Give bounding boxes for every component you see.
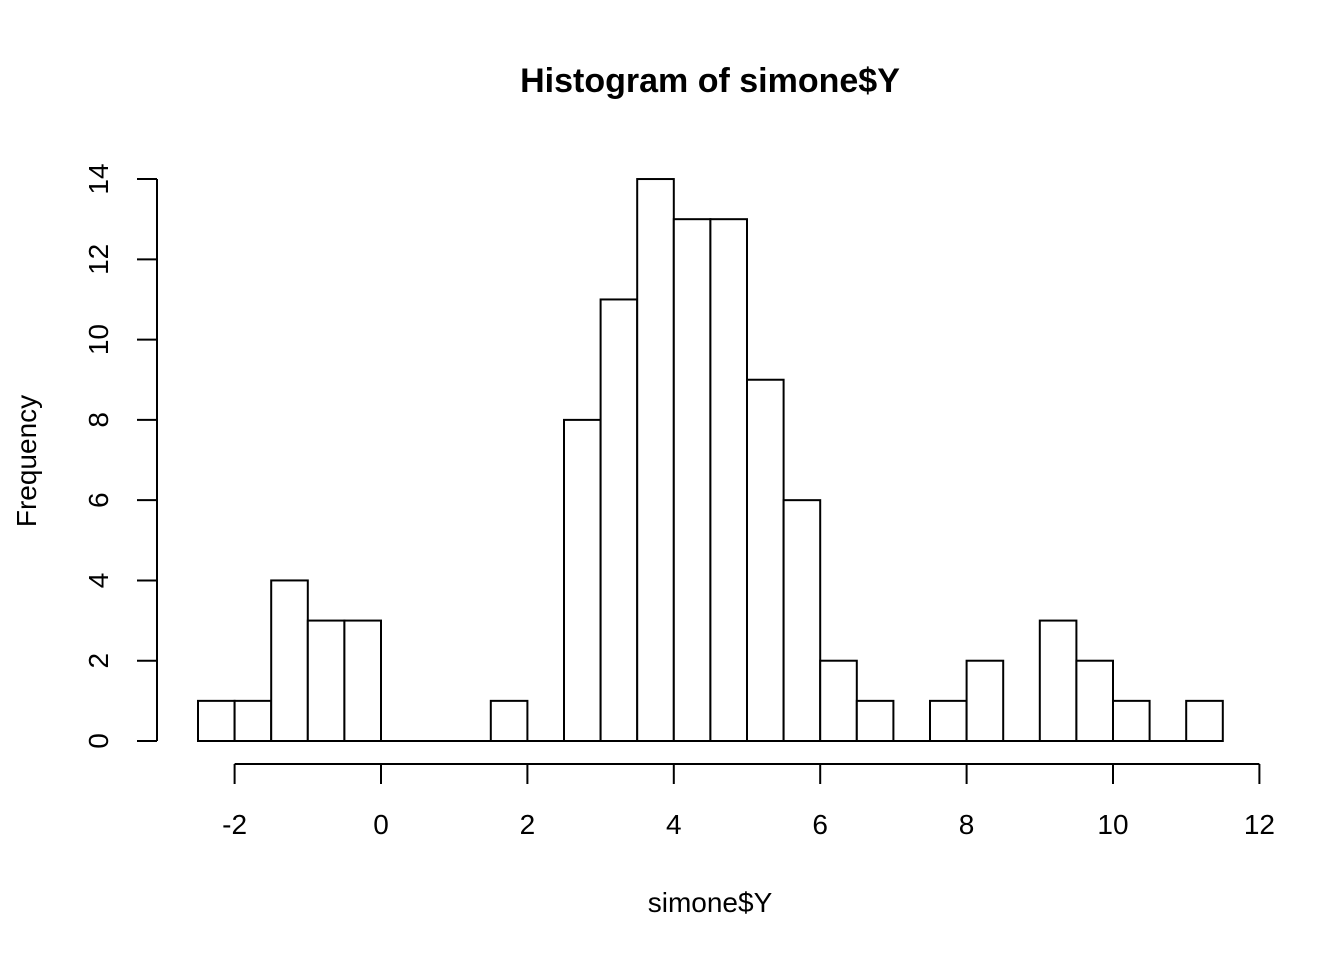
histogram-bar <box>782 499 822 742</box>
x-tick-label: 8 <box>959 809 975 840</box>
x-tick-label: 4 <box>666 809 682 840</box>
x-tick-label: -2 <box>222 809 247 840</box>
histogram-bar <box>1112 699 1151 742</box>
y-tick-label: 10 <box>83 324 114 355</box>
histogram-bar <box>599 298 639 742</box>
y-tick-label: 6 <box>83 492 114 508</box>
histogram-bar <box>306 619 346 743</box>
y-axis-label: Frequency <box>11 395 42 527</box>
x-axis-label: simone$Y <box>648 887 773 918</box>
y-tick-label: 14 <box>83 163 114 194</box>
histogram-bar <box>1075 659 1115 742</box>
histogram-bar <box>270 579 309 742</box>
x-tick-label: 12 <box>1244 809 1275 840</box>
y-tick-label: 12 <box>83 244 114 275</box>
histogram-bar <box>197 699 236 742</box>
histogram-bar <box>1185 699 1224 742</box>
bars-group <box>197 178 1224 743</box>
histogram-bar <box>746 378 785 742</box>
histogram-bar <box>819 659 858 742</box>
chart-title: Histogram of simone$Y <box>520 62 900 100</box>
y-tick-label: 4 <box>83 573 114 589</box>
histogram-bar <box>1038 619 1078 743</box>
histogram-bar <box>855 699 895 742</box>
histogram-bar <box>709 218 749 742</box>
histogram-bar <box>563 418 602 742</box>
histogram-bar <box>672 218 712 742</box>
histogram-bar <box>965 659 1005 742</box>
x-tick-label: 10 <box>1097 809 1128 840</box>
histogram-bar <box>343 619 382 743</box>
y-tick-label: 2 <box>83 653 114 669</box>
y-tick-label: 0 <box>83 733 114 749</box>
x-tick-label: 6 <box>812 809 828 840</box>
histogram-bar <box>233 699 273 742</box>
x-axis: -2 0 2 4 6 8 10 12 <box>222 763 1275 840</box>
y-axis: 0 2 4 6 8 10 12 14 <box>83 163 158 749</box>
histogram-bar <box>489 699 529 742</box>
y-tick-label: 8 <box>83 412 114 428</box>
histogram-bar <box>636 178 675 743</box>
histogram-bar <box>929 699 968 742</box>
x-tick-label: 2 <box>520 809 536 840</box>
x-tick-label: 0 <box>373 809 389 840</box>
